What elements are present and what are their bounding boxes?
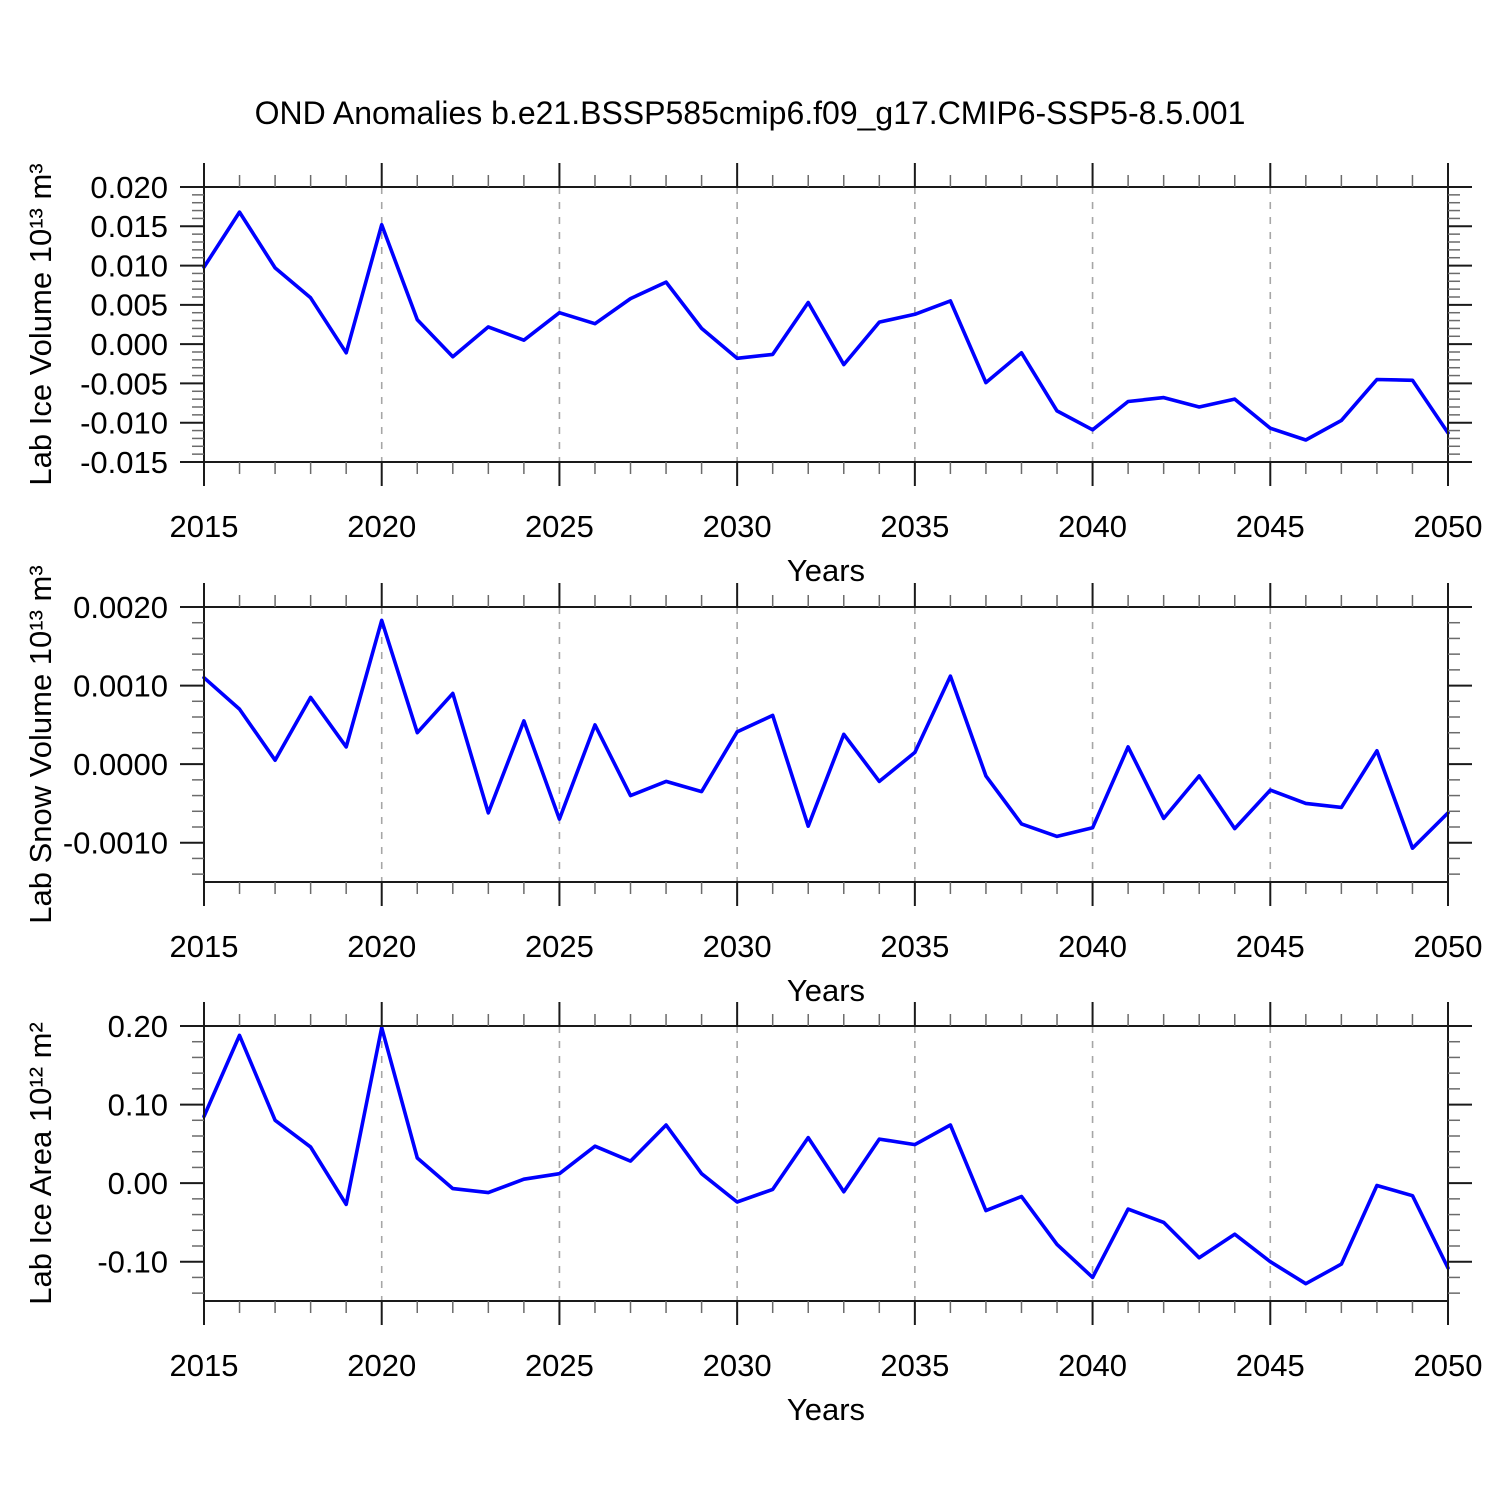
x-tick-label: 2035 xyxy=(880,509,949,544)
y-tick-label: -0.0010 xyxy=(63,826,168,861)
y-tick-label: 0.010 xyxy=(90,248,168,283)
x-tick-label: 2035 xyxy=(880,1348,949,1383)
panel-2: 2015 2020 2025 2030 2035 2040 2045 2050 0.20 0.10… xyxy=(23,1002,1483,1427)
x-tick-label: 2035 xyxy=(880,929,949,964)
y-axis-title: Lab Snow Volume 10¹³ m³ xyxy=(23,565,58,923)
chart-title: OND Anomalies b.e21.BSSP585cmip6.f09_g17… xyxy=(254,95,1246,131)
plot-frame xyxy=(203,1025,1449,1302)
x-tick-label: 2020 xyxy=(347,509,416,544)
x-tick-label: 2045 xyxy=(1236,929,1305,964)
y-tick-label: 0.0010 xyxy=(73,668,168,703)
data-line xyxy=(202,210,1450,442)
data-line xyxy=(202,618,1450,851)
x-tick-label: 2025 xyxy=(525,929,594,964)
x-tick-label: 2050 xyxy=(1414,1348,1483,1383)
y-tick-label: -0.015 xyxy=(80,445,168,480)
y-tick-label: 0.020 xyxy=(90,170,168,205)
x-axis-title: Years xyxy=(787,553,865,588)
x-tick-label: 2030 xyxy=(703,509,772,544)
y-tick-label: 0.10 xyxy=(108,1087,168,1122)
y-tick-label: 0.000 xyxy=(90,327,168,362)
y-tick-label: 0.20 xyxy=(108,1009,168,1044)
plot-frame xyxy=(203,186,1449,463)
y-tick-label: 0.015 xyxy=(90,209,168,244)
x-tick-label: 2045 xyxy=(1236,509,1305,544)
x-tick-label: 2040 xyxy=(1058,1348,1127,1383)
x-tick-label: 2040 xyxy=(1058,509,1127,544)
y-tick-label: 0.00 xyxy=(108,1166,168,1201)
x-tick-label: 2050 xyxy=(1414,509,1483,544)
x-tick-label: 2025 xyxy=(525,509,594,544)
data-line xyxy=(202,1025,1450,1286)
y-axis-title: Lab Ice Area 10¹² m² xyxy=(23,1022,58,1305)
plot-frame xyxy=(203,606,1449,883)
y-tick-label: -0.005 xyxy=(80,366,168,401)
x-tick-label: 2015 xyxy=(170,929,239,964)
x-axis-title: Years xyxy=(787,1392,865,1427)
x-tick-label: 2050 xyxy=(1414,929,1483,964)
panel-1: 2015 2020 2025 2030 2035 2040 2045 2050 0.0020 0.… xyxy=(23,565,1483,1008)
x-tick-label: 2030 xyxy=(703,929,772,964)
y-axis-title: Lab Ice Volume 10¹³ m³ xyxy=(23,163,58,485)
y-tick-label: -0.10 xyxy=(97,1245,168,1280)
y-tick-label: 0.0020 xyxy=(73,590,168,625)
x-tick-label: 2015 xyxy=(170,509,239,544)
x-axis-title: Years xyxy=(787,973,865,1008)
x-tick-label: 2020 xyxy=(347,929,416,964)
x-tick-label: 2020 xyxy=(347,1348,416,1383)
x-tick-label: 2025 xyxy=(525,1348,594,1383)
x-tick-label: 2045 xyxy=(1236,1348,1305,1383)
x-tick-label: 2015 xyxy=(170,1348,239,1383)
x-tick-label: 2030 xyxy=(703,1348,772,1383)
y-tick-label: 0.005 xyxy=(90,288,168,323)
y-tick-label: 0.0000 xyxy=(73,747,168,782)
y-tick-label: -0.010 xyxy=(80,406,168,441)
x-tick-label: 2040 xyxy=(1058,929,1127,964)
panel-0: 2015 2020 2025 2030 2035 2040 2045 2050 0.020 0.0… xyxy=(23,163,1483,588)
